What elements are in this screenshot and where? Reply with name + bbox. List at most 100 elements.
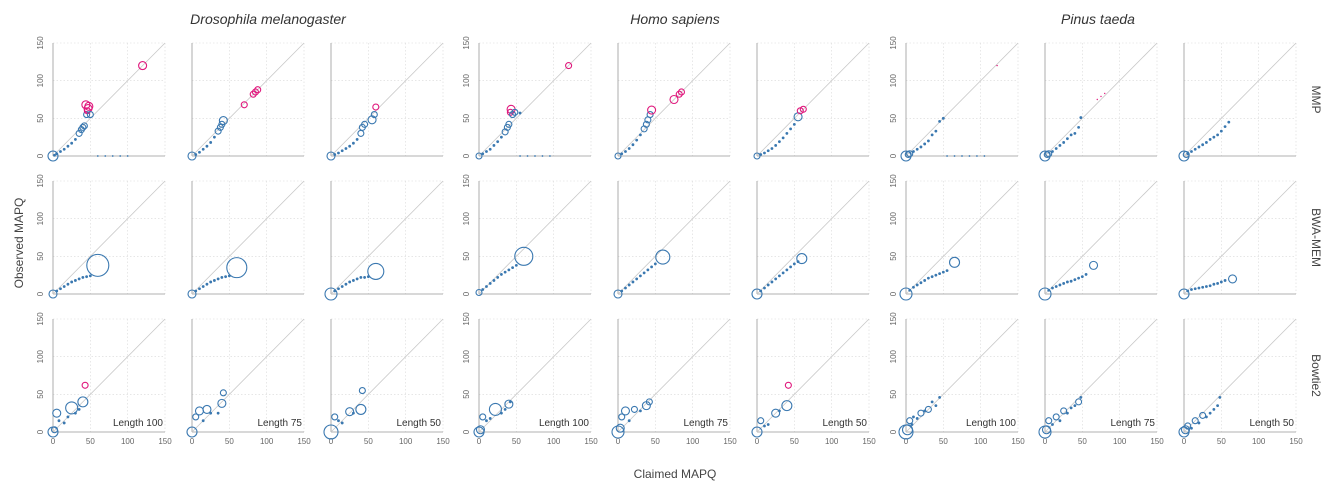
data-point — [565, 62, 573, 70]
data-point — [620, 406, 631, 416]
data-point — [251, 88, 260, 96]
species-label: Pinus taeda — [1061, 11, 1135, 27]
data-point — [938, 395, 941, 399]
data-point — [348, 144, 352, 148]
data-point — [1069, 133, 1073, 137]
data-point — [1073, 404, 1077, 408]
x-tick-label: 0 — [190, 437, 195, 446]
data-point — [646, 111, 654, 119]
data-point — [1201, 285, 1205, 289]
data-point — [348, 280, 352, 284]
data-point — [488, 147, 492, 151]
data-point — [1047, 288, 1051, 292]
data-point — [915, 417, 919, 420]
data-point — [1208, 411, 1212, 415]
flat-point — [96, 155, 99, 157]
species-label: Homo sapiens — [630, 11, 720, 27]
data-point — [1205, 415, 1208, 419]
data-point — [915, 283, 919, 287]
data-point — [677, 88, 686, 96]
data-point — [475, 288, 483, 297]
data-point — [751, 288, 763, 300]
data-point — [917, 409, 925, 417]
panel-r0-c4 — [614, 42, 731, 160]
data-point — [1212, 282, 1216, 286]
data-point — [331, 413, 339, 421]
data-point — [757, 417, 765, 425]
data-point — [514, 246, 534, 266]
data-point — [624, 150, 627, 153]
row-labels: MMP BWA-MEM Bowtie2 — [1309, 86, 1323, 398]
y-tick-label: 150 — [889, 312, 898, 326]
data-point — [485, 150, 488, 153]
x-tick-label: 150 — [1289, 437, 1303, 446]
data-point — [240, 101, 248, 109]
data-point — [213, 279, 216, 282]
data-point — [620, 152, 624, 156]
data-point — [766, 149, 770, 153]
diagonal-line — [52, 180, 166, 295]
data-point — [367, 262, 385, 280]
y-tick-label: 100 — [462, 73, 471, 87]
data-point — [627, 419, 631, 423]
data-point — [1223, 125, 1227, 129]
data-point — [1219, 280, 1223, 284]
row-label: MMP — [1309, 86, 1323, 114]
data-point — [927, 139, 930, 143]
data-point — [789, 265, 792, 269]
data-point — [1066, 137, 1069, 141]
data-point — [57, 419, 61, 423]
diagonal-line — [617, 42, 731, 157]
y-tick-label: 0 — [889, 429, 898, 434]
flat-point — [946, 155, 948, 157]
x-tick-label: 150 — [723, 437, 737, 446]
y-tick-label: 100 — [889, 349, 898, 363]
panel-r2-c0: 0 50 100 150 0 50 100 150 Length 100 — [36, 312, 172, 446]
diagonal-line — [1183, 318, 1297, 433]
data-point — [53, 153, 56, 157]
data-point — [1182, 150, 1190, 159]
y-tick-label: 100 — [889, 73, 898, 87]
x-tick-label: 100 — [825, 437, 839, 446]
panel-r1-c5 — [751, 180, 870, 300]
flat-point — [111, 155, 114, 157]
x-tick-label: 50 — [225, 437, 234, 446]
data-point — [792, 122, 796, 126]
data-point — [337, 419, 340, 423]
data-point — [1219, 129, 1223, 133]
y-tick-label: 50 — [36, 113, 45, 122]
data-point — [1054, 285, 1058, 288]
data-point — [85, 275, 88, 279]
y-tick-label: 150 — [889, 174, 898, 188]
data-point — [333, 153, 337, 156]
data-point — [66, 282, 70, 286]
length-label: Length 100 — [539, 418, 589, 429]
data-point — [919, 281, 923, 285]
data-point — [62, 421, 66, 425]
data-point — [1218, 395, 1222, 399]
data-point — [1190, 426, 1193, 430]
length-label: Length 75 — [258, 418, 303, 429]
data-point — [647, 105, 657, 115]
data-point — [923, 142, 927, 146]
diagonal-line — [756, 180, 870, 295]
data-point — [198, 150, 201, 154]
data-point — [919, 145, 923, 149]
diagonal-line — [191, 42, 305, 157]
data-point — [86, 253, 110, 277]
x-tick-label: 150 — [1150, 437, 1164, 446]
data-point — [1066, 411, 1069, 415]
panel-r0-c8 — [1178, 42, 1297, 162]
panel-r1-c0: 0 50 100 150 — [36, 174, 166, 299]
data-point — [655, 249, 671, 265]
data-point — [254, 86, 262, 94]
data-point — [55, 289, 59, 293]
data-point — [774, 277, 778, 281]
data-point — [77, 408, 81, 411]
data-point — [759, 153, 763, 156]
data-point — [337, 151, 340, 155]
data-point — [65, 401, 79, 415]
y-tick-label: 0 — [462, 429, 471, 434]
data-point — [361, 120, 369, 128]
data-point — [615, 423, 625, 433]
